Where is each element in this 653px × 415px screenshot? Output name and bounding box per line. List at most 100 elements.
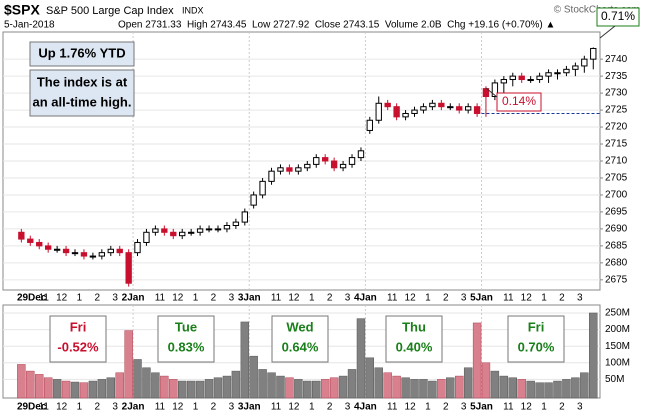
candle-body (241, 211, 249, 223)
volume-bar (35, 374, 44, 399)
x-tick-label: 29Dec (17, 402, 47, 413)
candle-body (45, 245, 52, 250)
x-tick-label: 12 (521, 402, 533, 413)
x-tick-label: 2 (95, 402, 101, 413)
candle-body (590, 47, 597, 60)
y-tick-label: 2740 (605, 54, 628, 65)
volume-bar (365, 357, 375, 399)
annotation: Up 1.76% YTD (38, 45, 125, 60)
candle-body (116, 248, 123, 254)
x-tick-label: 2 (443, 293, 449, 304)
volume-bar (204, 379, 214, 399)
x-tick-label: 4Jan (354, 402, 377, 413)
candle-body (572, 65, 579, 70)
candle-body (384, 102, 391, 108)
x-tick-label: 5Jan (470, 293, 493, 304)
volume-bar (472, 322, 482, 399)
volume-bar (133, 359, 142, 399)
candle-body (518, 75, 525, 81)
index-name: S&P 500 Large Cap Index (46, 5, 174, 17)
volume-bar (589, 312, 598, 399)
volume-bar (240, 321, 250, 399)
volume-bar (535, 382, 544, 399)
x-tick-label: 12 (288, 293, 300, 304)
volume-bar (222, 375, 232, 399)
volume-bar (276, 375, 285, 399)
candle-body (205, 228, 213, 231)
volume-bar (580, 372, 589, 399)
candle-body (98, 252, 106, 257)
candle-body (393, 106, 400, 118)
y-tick-label: 2725 (605, 105, 628, 116)
candle-body (473, 106, 481, 114)
volume-bar (303, 380, 312, 399)
volume-bar (97, 379, 107, 399)
x-tick-label: 3 (229, 402, 235, 413)
volume-bar (526, 380, 535, 399)
candle-body (134, 241, 141, 254)
x-tick-label: 3Jan (238, 293, 261, 304)
y-tick-label: 2675 (605, 274, 628, 285)
candle-body (545, 72, 552, 77)
callout-arrow (599, 25, 616, 39)
candle-body (223, 225, 231, 230)
day-change: 0.83% (168, 339, 205, 354)
stats: Open 2731.33 High 2743.45 Low 2727.92 Cl… (118, 20, 555, 31)
x-tick-label: 3 (112, 402, 118, 413)
callout-box (596, 7, 640, 27)
day-change-box (385, 315, 443, 363)
candle-body (500, 79, 508, 84)
volume-bar (463, 367, 473, 399)
y-tick-label: 2685 (605, 241, 628, 252)
x-tick-label: 5Jan (470, 402, 493, 413)
x-tick-label: 12 (172, 402, 184, 413)
y-tick-label: 100M (605, 357, 630, 368)
candle-body (411, 109, 418, 114)
day-change: 0.64% (282, 339, 319, 354)
volume-bar (401, 377, 410, 399)
volume-bar (249, 355, 258, 399)
volume-bar (329, 377, 339, 399)
day-label: Fri (70, 319, 87, 334)
y-tick-label: 2690 (605, 224, 628, 235)
candle-body (554, 72, 561, 75)
candle-body (509, 75, 516, 81)
x-tick-label: 12 (521, 293, 533, 304)
volume-bar (160, 375, 169, 399)
candle-body (53, 248, 61, 251)
x-tick-label: 11 (271, 402, 282, 413)
x-tick-label: 3Jan (238, 402, 261, 413)
day-label: Wed (286, 319, 313, 334)
callout-arrow (485, 87, 498, 98)
candle-body (563, 68, 570, 74)
volume-bar (437, 379, 446, 399)
candle-body (348, 157, 356, 165)
x-tick-label: 2 (559, 402, 565, 413)
volume-bar (383, 372, 392, 399)
volume-bar (312, 380, 321, 399)
x-tick-label: 3 (461, 293, 467, 304)
candle-body (89, 255, 97, 258)
x-tick-label: 1 (193, 402, 199, 413)
candle-body (464, 106, 472, 111)
volume-bar (61, 380, 71, 399)
annotation: The index is at (37, 74, 128, 89)
candle-body (179, 231, 186, 237)
annotation-box (29, 69, 135, 117)
y-tick-label: 200M (605, 324, 630, 335)
x-tick-label: 29Dec (17, 293, 47, 304)
volume-bar (186, 380, 196, 399)
candle-body (536, 75, 543, 81)
x-tick-label: 3 (461, 402, 467, 413)
x-tick-label: 1 (309, 293, 315, 304)
symbol: $SPX (4, 2, 40, 18)
volume-bar (52, 379, 62, 399)
y-tick-label: 2700 (605, 190, 628, 201)
x-tick-label: 11 (387, 293, 398, 304)
day-change: 0.40% (396, 339, 433, 354)
volume-bar (490, 370, 500, 399)
candle-body (125, 252, 132, 284)
volume-bar (258, 369, 267, 399)
candle-body (250, 194, 257, 206)
volume-bar (213, 377, 223, 399)
